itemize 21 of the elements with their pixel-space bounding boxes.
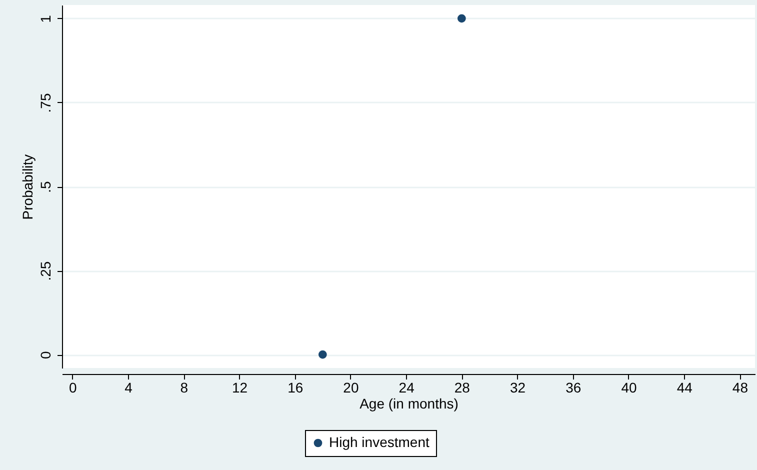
y-tick-label: 1: [38, 14, 54, 23]
x-tick-label: 24: [398, 380, 415, 396]
x-tick-label: 44: [676, 380, 693, 396]
y-tick-label: .25: [38, 261, 54, 281]
x-tick-label: 4: [124, 380, 133, 396]
x-tick-label: 36: [566, 380, 582, 396]
y-tick-label: .75: [38, 93, 54, 113]
x-axis-title: Age (in months): [360, 396, 458, 412]
x-tick-label: 20: [343, 380, 359, 396]
x-tick-label: 0: [69, 380, 78, 396]
x-tick-label: 8: [180, 380, 188, 396]
x-tick-label: 12: [232, 380, 248, 396]
x-tick-label: 48: [732, 380, 748, 396]
y-tick-label: .5: [38, 180, 54, 193]
legend-label: High investment: [329, 434, 430, 450]
x-tick-label: 40: [621, 380, 637, 396]
x-tick-label: 32: [510, 380, 526, 396]
x-tick-label: 16: [288, 380, 304, 396]
y-tick-label: 0: [38, 350, 54, 359]
y-axis-title: Probability: [20, 154, 36, 220]
x-tick-label: 28: [454, 380, 470, 396]
